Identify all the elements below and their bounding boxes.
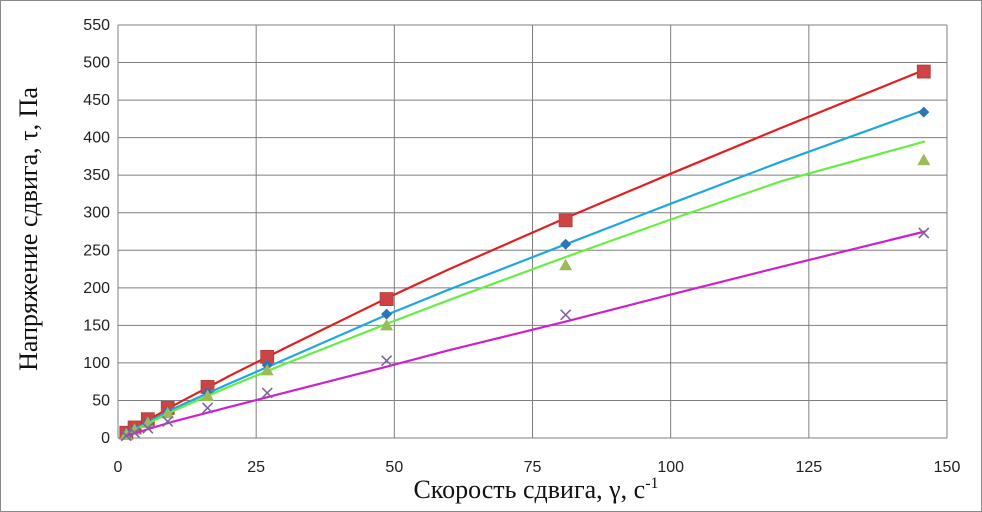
series-3-point: [559, 258, 573, 271]
x-tick-label: 25: [247, 459, 265, 476]
series-3-point: [380, 318, 394, 331]
series-2-point: [560, 238, 572, 250]
series-4-point: [162, 415, 174, 428]
series-2-point: [381, 308, 393, 320]
y-axis-title: Напряжение сдвига, τ, Па: [14, 87, 43, 371]
y-tick-label: 400: [83, 130, 110, 147]
y-tick-label: 150: [83, 317, 110, 334]
series-4-point: [381, 355, 393, 367]
series-3-point: [201, 389, 215, 401]
series-4-point: [918, 227, 930, 239]
series-2-trend-line: [125, 108, 926, 435]
x-axis-title: Скорость сдвига, γ, с-1: [413, 475, 658, 504]
x-tick-label: 75: [524, 459, 542, 476]
series-4-point: [142, 422, 154, 434]
x-tick-labels: 0 25 50 75 100 125 150: [114, 459, 961, 476]
series-3-point: [119, 427, 133, 440]
series-3-point: [161, 406, 175, 419]
series-4-point: [129, 427, 141, 439]
y-tick-label: 450: [83, 92, 110, 109]
y-tick-label: 250: [83, 242, 110, 259]
y-tick-label: 500: [83, 55, 110, 72]
grid-lines: [117, 24, 948, 439]
series-group: [119, 64, 931, 442]
x-tick-label: 0: [114, 459, 123, 476]
y-tick-label: 50: [92, 392, 110, 409]
series-1-trend-line: [125, 69, 925, 434]
series-4-point: [261, 387, 273, 399]
x-axis-title-superscript: -1: [645, 475, 658, 492]
x-tick-label: 50: [385, 459, 403, 476]
series-4: [120, 227, 930, 442]
series-2-point: [918, 106, 930, 118]
series-4-trend-line: [125, 230, 926, 437]
series-4-point: [120, 430, 132, 442]
series-3-point: [917, 153, 931, 166]
y-tick-label: 300: [83, 205, 110, 222]
series-1-point: [558, 213, 573, 228]
series-1-point: [379, 292, 394, 306]
y-tick-label: 0: [101, 430, 110, 447]
y-tick-label: 200: [83, 280, 110, 297]
x-tick-label: 125: [795, 459, 822, 476]
series-3-trend-line: [125, 140, 926, 436]
series-3-point: [260, 363, 274, 376]
series-4-point: [201, 402, 214, 414]
series-3: [119, 140, 931, 440]
y-tick-labels: 0 50 100 150 200 250 300 350 400 450 500 550: [83, 17, 110, 447]
y-tick-label: 350: [83, 167, 110, 184]
series-4-point: [560, 309, 572, 321]
x-axis-title-text: Скорость сдвига, γ, с: [413, 475, 645, 504]
y-tick-label: 100: [83, 355, 110, 372]
y-tick-label: 550: [83, 17, 110, 34]
series-1-point: [916, 64, 931, 79]
x-tick-label: 100: [657, 459, 684, 476]
x-tick-label: 150: [934, 459, 961, 476]
